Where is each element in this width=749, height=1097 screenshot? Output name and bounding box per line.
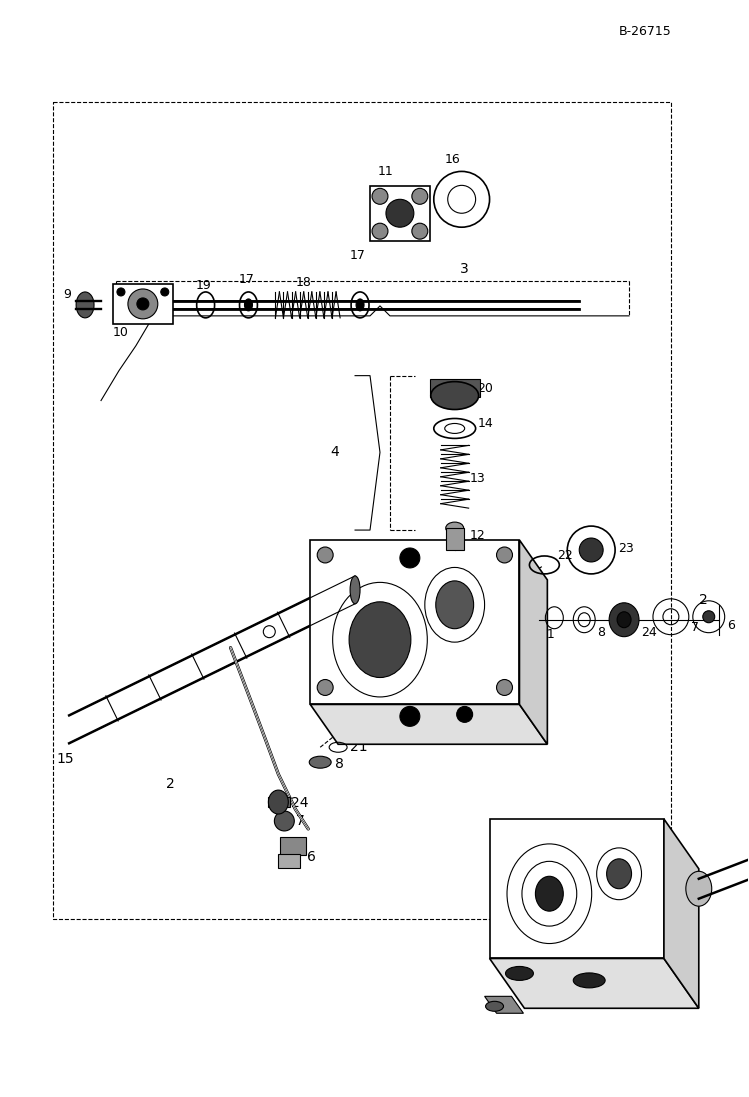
Circle shape	[128, 289, 158, 319]
Ellipse shape	[485, 1002, 503, 1011]
Ellipse shape	[446, 522, 464, 534]
Ellipse shape	[309, 756, 331, 768]
Circle shape	[412, 189, 428, 204]
Text: 17: 17	[350, 249, 366, 261]
Bar	[370, 186, 430, 241]
Polygon shape	[664, 819, 699, 1008]
Circle shape	[117, 289, 125, 296]
Circle shape	[264, 625, 276, 637]
Text: 16: 16	[445, 152, 461, 166]
Ellipse shape	[350, 576, 360, 603]
Circle shape	[274, 811, 294, 830]
Circle shape	[412, 223, 428, 239]
Ellipse shape	[607, 859, 631, 889]
Polygon shape	[520, 540, 548, 744]
Text: 23: 23	[618, 542, 634, 554]
Text: 9: 9	[63, 289, 71, 302]
Text: B-26715: B-26715	[619, 25, 672, 38]
Circle shape	[161, 289, 169, 296]
Ellipse shape	[686, 871, 712, 906]
Ellipse shape	[76, 292, 94, 318]
Circle shape	[400, 548, 420, 568]
Text: 1: 1	[689, 996, 698, 1010]
Text: 18: 18	[295, 276, 311, 290]
Text: 4: 4	[330, 445, 339, 460]
Circle shape	[457, 706, 473, 722]
Text: 21: 21	[539, 629, 555, 641]
Bar	[446, 528, 464, 550]
Circle shape	[497, 547, 512, 563]
Bar	[268, 798, 291, 807]
Circle shape	[137, 298, 149, 309]
Ellipse shape	[536, 877, 563, 912]
Text: 17: 17	[238, 272, 255, 285]
Text: 7: 7	[691, 621, 699, 634]
Text: 14: 14	[478, 417, 494, 430]
Circle shape	[400, 706, 420, 726]
Bar	[113, 284, 173, 324]
Text: 11: 11	[378, 165, 394, 178]
Ellipse shape	[617, 612, 631, 627]
Polygon shape	[310, 540, 520, 704]
Circle shape	[372, 223, 388, 239]
Text: 20: 20	[478, 382, 494, 395]
Circle shape	[318, 679, 333, 695]
Ellipse shape	[349, 602, 411, 678]
Ellipse shape	[356, 298, 364, 310]
Ellipse shape	[436, 581, 473, 629]
Text: 24: 24	[291, 796, 309, 810]
Text: 13: 13	[470, 472, 485, 485]
Bar	[280, 837, 306, 855]
Circle shape	[579, 538, 603, 562]
Ellipse shape	[573, 973, 605, 988]
Text: 6: 6	[307, 850, 316, 863]
Ellipse shape	[244, 298, 252, 310]
Circle shape	[703, 611, 715, 623]
Bar	[279, 853, 300, 868]
Text: 8: 8	[335, 757, 344, 771]
Text: 5: 5	[524, 712, 533, 726]
Ellipse shape	[609, 602, 639, 636]
Text: 19: 19	[195, 280, 211, 293]
Text: 6: 6	[727, 619, 735, 632]
Polygon shape	[310, 704, 548, 744]
Text: 21: 21	[350, 740, 368, 755]
Bar	[53, 102, 671, 918]
Text: 7: 7	[297, 814, 305, 828]
Text: 3: 3	[460, 262, 468, 276]
Circle shape	[372, 189, 388, 204]
Polygon shape	[490, 819, 664, 959]
Text: 12: 12	[470, 529, 485, 542]
Polygon shape	[485, 996, 524, 1014]
Circle shape	[318, 547, 333, 563]
Ellipse shape	[431, 382, 479, 409]
Text: 15: 15	[56, 753, 74, 766]
Circle shape	[386, 200, 414, 227]
Text: 24: 24	[641, 626, 657, 640]
Text: 8: 8	[597, 626, 605, 640]
Bar	[430, 378, 479, 397]
Ellipse shape	[268, 790, 288, 814]
Text: 2: 2	[166, 777, 175, 791]
Ellipse shape	[506, 966, 533, 981]
Text: 22: 22	[557, 550, 573, 563]
Text: 10: 10	[113, 326, 129, 339]
Circle shape	[497, 679, 512, 695]
Text: 2: 2	[699, 592, 708, 607]
Polygon shape	[490, 959, 699, 1008]
